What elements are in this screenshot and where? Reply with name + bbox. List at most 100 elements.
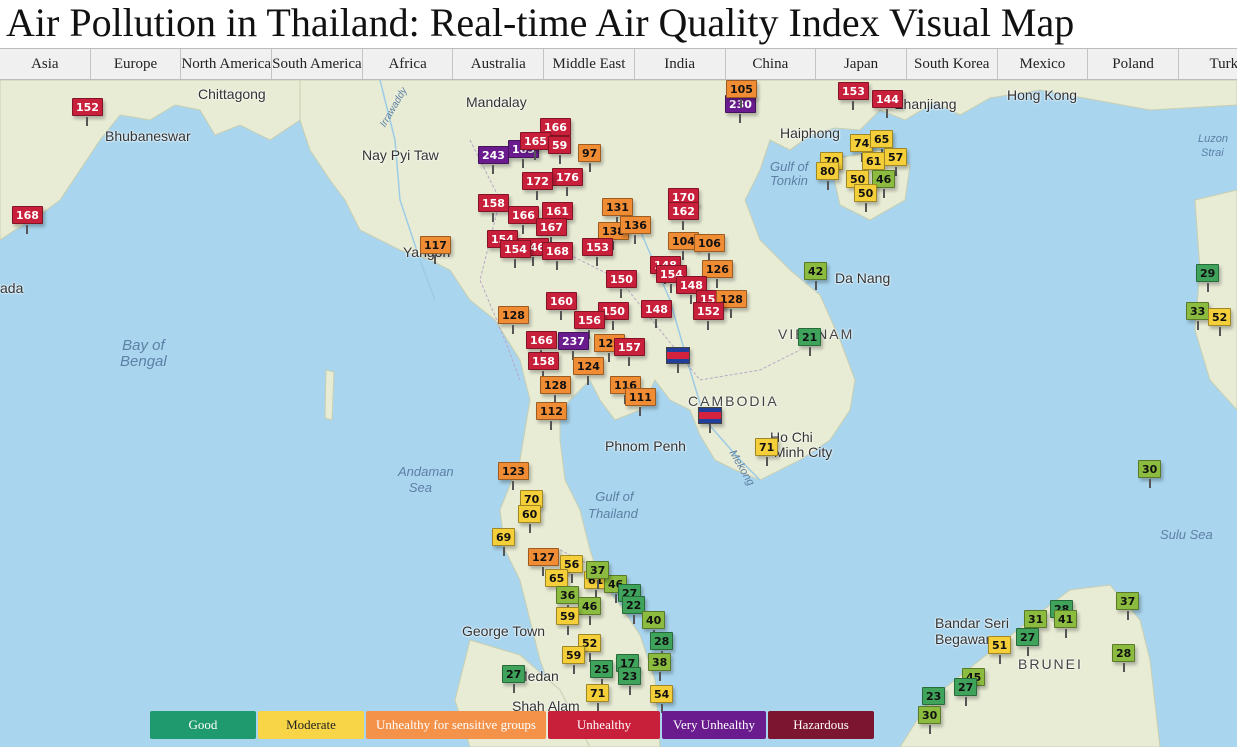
- aqi-marker[interactable]: 23: [618, 667, 642, 695]
- tab-turkey[interactable]: Turk: [1179, 49, 1237, 79]
- aqi-marker[interactable]: 153: [838, 82, 869, 110]
- aqi-marker[interactable]: 158: [478, 194, 509, 222]
- aqi-marker[interactable]: 166: [508, 206, 539, 234]
- aqi-marker[interactable]: 150: [606, 270, 637, 298]
- tab-africa[interactable]: Africa: [363, 49, 454, 79]
- legend-very-unhealthy[interactable]: Very Unhealthy: [662, 711, 766, 739]
- aqi-marker[interactable]: 162: [668, 202, 699, 230]
- aqi-marker[interactable]: 105: [726, 80, 757, 108]
- aqi-marker[interactable]: 127: [528, 548, 559, 576]
- aqi-marker[interactable]: 144: [872, 90, 903, 118]
- aqi-marker[interactable]: 243: [478, 146, 509, 174]
- aqi-marker[interactable]: 27: [502, 665, 526, 693]
- aqi-marker[interactable]: 50: [854, 184, 878, 212]
- aqi-marker[interactable]: 152: [693, 302, 724, 330]
- aqi-marker[interactable]: 21: [798, 328, 822, 356]
- aqi-marker[interactable]: 80: [816, 162, 840, 190]
- aqi-marker[interactable]: 165: [520, 132, 551, 160]
- aqi-marker[interactable]: 59: [556, 607, 580, 635]
- aqi-marker[interactable]: 37: [586, 561, 610, 589]
- legend-unhealthy[interactable]: Unhealthy: [548, 711, 660, 739]
- legend-hazardous[interactable]: Hazardous: [768, 711, 874, 739]
- aqi-marker[interactable]: 22: [622, 596, 646, 624]
- aqi-marker[interactable]: 150: [598, 302, 629, 330]
- aqi-marker[interactable]: 25: [590, 660, 614, 688]
- cambodia-flag-icon[interactable]: [698, 407, 722, 433]
- aqi-marker[interactable]: 56: [560, 555, 584, 583]
- aqi-marker[interactable]: 51: [988, 636, 1012, 664]
- aqi-marker[interactable]: 176: [552, 168, 583, 196]
- aqi-marker[interactable]: 74: [850, 134, 874, 162]
- aqi-marker[interactable]: 38: [648, 653, 672, 681]
- aqi-marker[interactable]: 42: [804, 262, 828, 290]
- tab-japan[interactable]: Japan: [816, 49, 907, 79]
- aqi-marker[interactable]: 128: [498, 306, 529, 334]
- aqi-marker[interactable]: 160: [546, 292, 577, 320]
- aqi-marker[interactable]: 123: [498, 462, 529, 490]
- aqi-marker[interactable]: 97: [578, 144, 602, 172]
- aqi-marker[interactable]: 104: [668, 232, 699, 260]
- aqi-marker[interactable]: 36: [556, 586, 580, 614]
- aqi-marker[interactable]: 136: [620, 216, 651, 244]
- aqi-marker[interactable]: 126: [702, 260, 733, 288]
- aqi-marker[interactable]: 54: [650, 685, 674, 713]
- aqi-marker[interactable]: 124: [573, 357, 604, 385]
- aqi-marker[interactable]: 237: [558, 332, 589, 360]
- aqi-marker[interactable]: 46: [872, 170, 896, 198]
- tab-europe[interactable]: Europe: [91, 49, 182, 79]
- tab-south-korea[interactable]: South Korea: [907, 49, 998, 79]
- aqi-marker[interactable]: 111: [625, 388, 656, 416]
- aqi-marker[interactable]: 61: [862, 152, 886, 180]
- legend-moderate[interactable]: Moderate: [258, 711, 364, 739]
- aqi-marker[interactable]: 60: [518, 505, 542, 533]
- aqi-marker[interactable]: 46: [578, 597, 602, 625]
- aqi-marker[interactable]: 158: [528, 352, 559, 380]
- aqi-marker[interactable]: 30: [1138, 460, 1162, 488]
- aqi-marker[interactable]: 168: [542, 242, 573, 270]
- tab-india[interactable]: India: [635, 49, 726, 79]
- aqi-marker[interactable]: 52: [1208, 308, 1232, 336]
- aqi-marker[interactable]: 65: [545, 569, 569, 597]
- aqi-marker[interactable]: 112: [536, 402, 567, 430]
- tab-north-america[interactable]: North America: [181, 49, 273, 79]
- aqi-marker[interactable]: 117: [420, 236, 451, 264]
- aqi-marker[interactable]: 59: [562, 646, 586, 674]
- aqi-marker[interactable]: 37: [1116, 592, 1140, 620]
- aqi-marker[interactable]: 27: [1016, 628, 1040, 656]
- tab-mexico[interactable]: Mexico: [998, 49, 1089, 79]
- aqi-marker[interactable]: 29: [1196, 264, 1220, 292]
- aqi-marker[interactable]: 172: [522, 172, 553, 200]
- aqi-marker[interactable]: 41: [1054, 610, 1078, 638]
- aqi-marker[interactable]: 152: [72, 98, 103, 126]
- aqi-marker[interactable]: 28: [1112, 644, 1136, 672]
- aqi-marker[interactable]: 154: [500, 240, 531, 268]
- aqi-marker[interactable]: 33: [1186, 302, 1210, 330]
- tab-asia[interactable]: Asia: [0, 49, 91, 79]
- aqi-marker[interactable]: 106: [694, 234, 725, 262]
- aqi-marker[interactable]: 128: [540, 376, 571, 404]
- aqi-marker[interactable]: 65: [870, 130, 894, 158]
- aqi-marker[interactable]: 166: [540, 118, 571, 146]
- aqi-marker[interactable]: 57: [884, 148, 908, 176]
- legend-good[interactable]: Good: [150, 711, 256, 739]
- aqi-marker[interactable]: 40: [642, 611, 666, 639]
- aqi-marker[interactable]: 161: [542, 202, 573, 230]
- aqi-marker[interactable]: 154: [487, 230, 518, 258]
- aqi-marker[interactable]: 131: [602, 198, 633, 226]
- aqi-marker[interactable]: 27: [954, 678, 978, 706]
- aqi-marker[interactable]: 23: [922, 687, 946, 715]
- aqi-marker[interactable]: 71: [586, 684, 610, 712]
- tab-south-america[interactable]: South America: [272, 49, 363, 79]
- aqi-map[interactable]: Chittagong Mandalay Bhubaneswar Nay Pyi Taw…: [0, 80, 1237, 747]
- aqi-marker[interactable]: 168: [12, 206, 43, 234]
- legend-unhealthy-sensitive[interactable]: Unhealthy for sensitive groups: [366, 711, 546, 739]
- tab-poland[interactable]: Poland: [1088, 49, 1179, 79]
- aqi-marker[interactable]: 153: [582, 238, 613, 266]
- aqi-marker[interactable]: 167: [536, 218, 567, 246]
- aqi-marker[interactable]: 71: [755, 438, 779, 466]
- aqi-marker[interactable]: 31: [1024, 610, 1048, 638]
- cambodia-flag-icon[interactable]: [666, 347, 690, 373]
- tab-australia[interactable]: Australia: [453, 49, 545, 79]
- aqi-marker[interactable]: 148: [676, 276, 707, 304]
- aqi-marker[interactable]: 28: [650, 632, 674, 660]
